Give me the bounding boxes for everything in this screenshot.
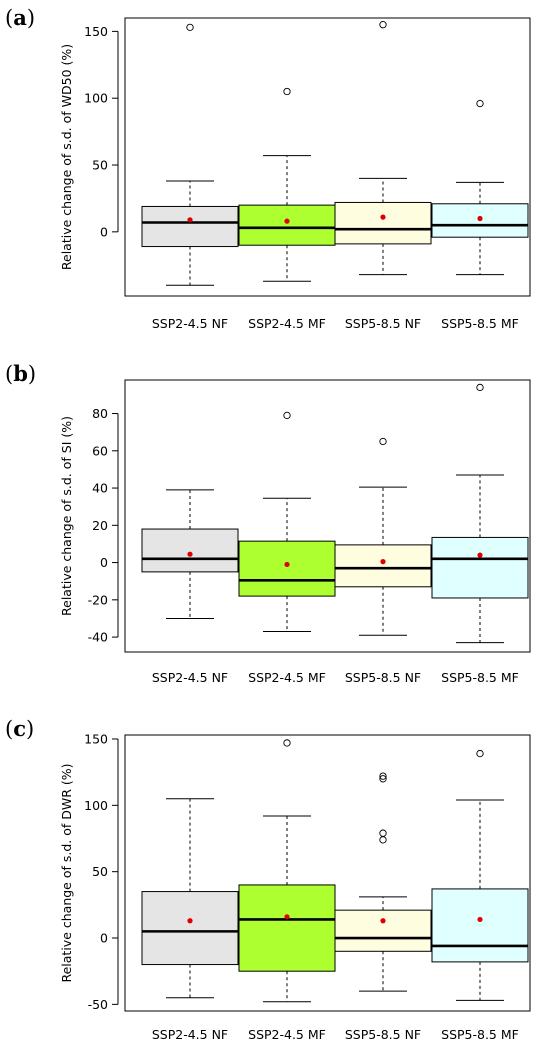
- mean-point: [284, 561, 290, 568]
- outlier-point: [379, 437, 387, 446]
- outlier-point: [476, 749, 484, 758]
- y-tick-label: 0: [100, 555, 108, 570]
- category-label: SSP2-4.5 NF: [152, 316, 228, 331]
- box-iqr: [238, 204, 336, 246]
- outlier-point: [379, 21, 387, 29]
- y-tick-label: 50: [92, 158, 108, 173]
- y-axis-label: Relative change of s.d. of WD50 (%): [59, 44, 74, 270]
- panel-label-open: (: [5, 6, 13, 30]
- y-tick-label: 100: [84, 91, 108, 106]
- y-tick-label: 150: [84, 731, 108, 746]
- box-iqr: [334, 909, 432, 952]
- outlier-point: [476, 383, 484, 392]
- category-label: SSP2-4.5 MF: [248, 316, 326, 331]
- box-4: [431, 99, 529, 276]
- outlier-point: [379, 836, 387, 844]
- y-tick-label: 20: [92, 518, 108, 533]
- box-1: [141, 23, 239, 286]
- panel-label-close: ): [28, 362, 36, 386]
- plot-frame: [124, 734, 531, 1012]
- mean-point: [187, 918, 193, 924]
- box-iqr: [238, 884, 336, 972]
- category-label: SSP5-8.5 MF: [441, 670, 519, 685]
- category-label: SSP5-8.5 MF: [441, 1027, 519, 1042]
- box-4: [431, 383, 529, 644]
- y-tick-label: 100: [84, 798, 108, 813]
- outlier-point: [186, 23, 194, 32]
- mean-point: [380, 918, 386, 924]
- box-3: [334, 437, 432, 636]
- category-label: SSP5-8.5 NF: [345, 1027, 421, 1042]
- panel-label: (b): [5, 361, 36, 386]
- category-label: SSP2-4.5 MF: [248, 670, 326, 685]
- y-tick-label: -40: [88, 630, 108, 645]
- plot-frame: [124, 379, 531, 653]
- category-label: SSP5-8.5 NF: [345, 316, 421, 331]
- box-iqr: [334, 544, 432, 588]
- box-2: [238, 411, 336, 633]
- y-tick-label: 60: [92, 443, 108, 458]
- panel-label-letter: a: [13, 5, 27, 30]
- mean-point: [477, 552, 483, 558]
- mean-point: [187, 551, 193, 557]
- box-iqr: [334, 201, 432, 245]
- mean-point: [380, 214, 386, 220]
- outlier-point: [283, 739, 291, 747]
- outlier-point: [379, 772, 387, 780]
- outlier-point: [283, 411, 291, 420]
- outlier-point: [476, 99, 484, 108]
- box-4: [431, 749, 529, 1001]
- panel-label-close: ): [26, 717, 34, 741]
- panel-label: (a): [5, 5, 35, 30]
- mean-point: [284, 914, 290, 920]
- box-2: [238, 739, 336, 1003]
- panel-c: (c) -50 0 50 100 150 Relative change of s.d. o…: [5, 716, 531, 1042]
- box-iqr: [141, 891, 239, 966]
- mean-point: [477, 215, 483, 222]
- y-tick-label: -20: [88, 592, 108, 607]
- y-tick-label: 150: [84, 24, 108, 39]
- box-3: [334, 772, 432, 992]
- panel-label-close: ): [27, 6, 35, 30]
- y-tick-label: 40: [92, 481, 108, 496]
- panel-label: (c): [5, 716, 34, 741]
- outlier-point: [379, 775, 387, 783]
- box-1: [141, 489, 239, 619]
- panel-label-open: (: [5, 362, 13, 386]
- mean-point: [284, 218, 290, 224]
- category-label: SSP5-8.5 NF: [345, 670, 421, 685]
- y-tick-label: 0: [100, 931, 108, 946]
- category-label: SSP5-8.5 MF: [441, 316, 519, 331]
- box-iqr: [431, 888, 529, 963]
- panel-label-letter: b: [13, 361, 28, 386]
- y-tick-label: -50: [88, 997, 108, 1012]
- box-1: [141, 798, 239, 999]
- outlier-point: [283, 87, 291, 96]
- category-label: SSP2-4.5 NF: [152, 670, 228, 685]
- box-iqr: [431, 203, 529, 238]
- y-tick-label: 50: [92, 864, 108, 879]
- y-tick-label: 0: [100, 224, 108, 239]
- y-axis-label: Relative change of s.d. of DWR (%): [59, 763, 74, 982]
- panel-label-letter: c: [13, 716, 26, 741]
- panel-b: (b) -40 -20 0 20 40 60 80 Relative change of s.d…: [5, 361, 531, 685]
- y-axis-label: Relative change of s.d. of SI (%): [59, 416, 74, 616]
- outlier-point: [379, 829, 387, 837]
- box-3: [334, 21, 432, 276]
- box-iqr: [431, 536, 529, 599]
- mean-point: [477, 916, 483, 923]
- panel-label-open: (: [5, 717, 13, 741]
- plot-frame: [124, 17, 531, 297]
- box-2: [238, 87, 336, 282]
- box-iqr: [141, 205, 239, 248]
- mean-point: [380, 559, 386, 565]
- box-iqr: [238, 540, 336, 597]
- y-tick-label: 80: [92, 406, 108, 421]
- category-label: SSP2-4.5 MF: [248, 1027, 326, 1042]
- mean-point: [187, 217, 193, 223]
- panel-a: (a) 0 50 100 150 Relative change of s.d. of W…: [5, 5, 531, 331]
- box-iqr: [141, 528, 239, 573]
- category-label: SSP2-4.5 NF: [152, 1027, 228, 1042]
